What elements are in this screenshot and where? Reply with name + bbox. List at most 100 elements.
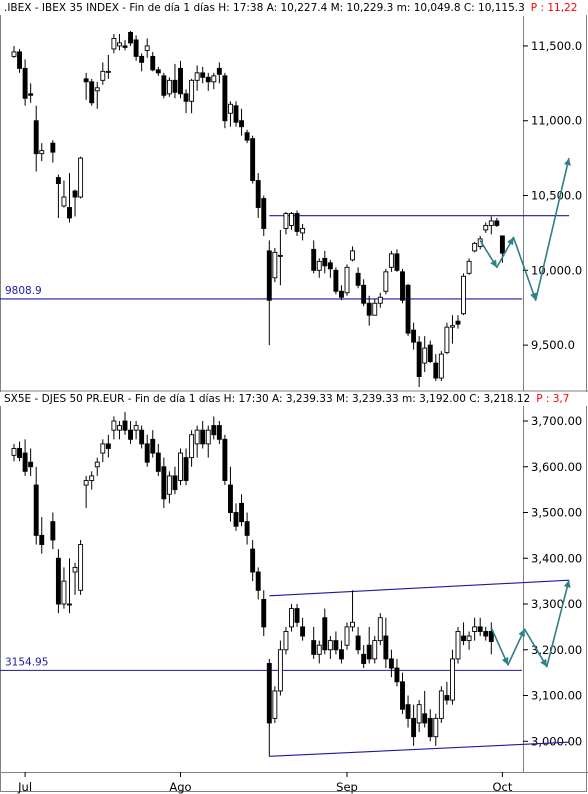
candle-body-up <box>372 302 378 316</box>
projection-arrowhead <box>507 237 514 246</box>
candle <box>11 443 17 462</box>
candle-body-down <box>150 55 156 71</box>
candle-body-down <box>499 235 505 254</box>
candle-body-down <box>444 695 450 701</box>
candle-body-up <box>277 649 283 692</box>
candle <box>128 421 134 444</box>
candle-body-down <box>294 213 300 232</box>
candle-body-up <box>189 79 195 102</box>
candle <box>455 315 461 329</box>
candle <box>89 78 95 106</box>
candle-body-down <box>322 257 328 267</box>
candle-body-up <box>283 213 289 229</box>
candle <box>194 65 200 91</box>
candle <box>261 195 267 236</box>
candle <box>483 626 489 641</box>
candle-body-down <box>494 220 500 226</box>
candle <box>277 640 283 696</box>
candle-body-up <box>327 640 333 651</box>
candle <box>50 512 56 550</box>
candle <box>22 439 28 476</box>
candle <box>55 549 61 614</box>
candle-body-down <box>83 78 89 83</box>
candle-body-up <box>272 690 278 719</box>
candle <box>50 140 56 163</box>
candle-body-up <box>416 704 422 724</box>
candle-body-up <box>111 37 117 50</box>
candle-body-up <box>11 51 17 57</box>
candle <box>83 475 89 508</box>
candle <box>172 63 178 99</box>
candle-body-up <box>388 253 394 268</box>
candle <box>427 709 433 742</box>
candle-body-down <box>144 443 150 463</box>
candle <box>216 62 222 84</box>
candle <box>339 640 344 664</box>
candle-body-down <box>422 713 428 724</box>
candle-body-down <box>128 429 134 440</box>
candle <box>227 101 233 127</box>
candle-body-up <box>194 429 200 445</box>
candle-body-down <box>333 640 339 651</box>
candle <box>172 466 178 495</box>
candle <box>355 267 361 289</box>
candle-body-up <box>300 227 306 234</box>
candle <box>166 77 172 97</box>
candle-body-down <box>411 329 417 343</box>
y-tick-label: 11,000.0 <box>531 114 582 128</box>
candle <box>333 267 339 295</box>
candle-body-down <box>311 640 317 655</box>
candle <box>322 250 328 274</box>
candle-body-down <box>89 81 95 104</box>
candle-body-up <box>289 608 294 628</box>
candle <box>233 503 239 531</box>
candle <box>116 421 122 440</box>
candle <box>33 105 39 172</box>
candle <box>250 135 256 184</box>
candle <box>200 421 206 449</box>
candle <box>111 416 117 440</box>
candle-body-down <box>366 302 372 316</box>
candle <box>161 457 167 508</box>
candle-body-up <box>483 224 489 231</box>
candle-body-up <box>316 644 322 655</box>
candle-body-up <box>377 296 383 304</box>
candle <box>311 626 317 659</box>
candle <box>394 658 400 687</box>
candle-body-up <box>450 658 455 701</box>
candle <box>33 466 39 545</box>
y-tick-label: 3,500.00 <box>531 506 582 520</box>
candle-body-down <box>227 484 233 513</box>
candle <box>266 658 272 757</box>
candle-body-down <box>250 138 256 182</box>
candle <box>300 223 306 241</box>
candle-body-up <box>39 150 45 155</box>
candle <box>78 156 84 199</box>
candle-body-up <box>344 626 350 646</box>
candle-body-up <box>272 251 278 279</box>
y-tick-label: 3,700.00 <box>531 414 582 428</box>
y-tick-label: 10,000.0 <box>531 263 582 277</box>
candle <box>450 315 455 344</box>
candle-body-down <box>461 635 466 642</box>
candle <box>477 617 483 637</box>
y-tick-label: 9,500.0 <box>531 338 575 352</box>
candle-body-down <box>244 132 250 141</box>
candle-body-up <box>100 443 106 454</box>
candle-body-down <box>400 681 405 710</box>
candle <box>250 539 256 582</box>
candle <box>266 240 272 346</box>
candle-body-up <box>61 196 67 207</box>
y-tick-label: 3,200.00 <box>531 643 582 657</box>
candle <box>83 72 89 100</box>
candle <box>344 264 350 296</box>
candle-body-down <box>55 557 61 605</box>
candle-body-up <box>461 275 466 315</box>
candle-body-up <box>488 220 494 226</box>
candle <box>39 143 45 162</box>
candle <box>161 72 167 99</box>
candle-body-up <box>472 626 478 632</box>
candle-body-down <box>67 207 72 219</box>
candle <box>183 448 189 486</box>
candle <box>322 608 328 655</box>
